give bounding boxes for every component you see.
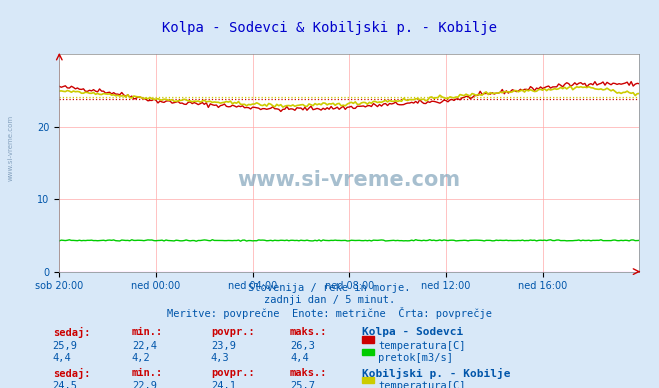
Text: maks.:: maks.: [290,327,328,337]
Text: 4,4: 4,4 [53,353,71,363]
Text: Kolpa - Sodevci: Kolpa - Sodevci [362,327,464,337]
Text: maks.:: maks.: [290,368,328,378]
Text: povpr.:: povpr.: [211,368,254,378]
Text: 4,4: 4,4 [290,353,308,363]
Text: 22,4: 22,4 [132,341,157,351]
Text: 22,9: 22,9 [132,381,157,388]
Text: min.:: min.: [132,327,163,337]
Text: 25,9: 25,9 [53,341,78,351]
Text: Slovenija / reke in morje.: Slovenija / reke in morje. [248,283,411,293]
Text: 24,1: 24,1 [211,381,236,388]
Text: sedaj:: sedaj: [53,327,90,338]
Text: Kolpa - Sodevci & Kobiljski p. - Kobilje: Kolpa - Sodevci & Kobiljski p. - Kobilje [162,21,497,35]
Text: sedaj:: sedaj: [53,368,90,379]
Text: www.si-vreme.com: www.si-vreme.com [238,170,461,191]
Text: 4,2: 4,2 [132,353,150,363]
Text: Kobiljski p. - Kobilje: Kobiljski p. - Kobilje [362,368,511,379]
Text: 24,5: 24,5 [53,381,78,388]
Text: temperatura[C]: temperatura[C] [378,381,466,388]
Text: Meritve: povprečne  Enote: metrične  Črta: povprečje: Meritve: povprečne Enote: metrične Črta:… [167,307,492,319]
Text: 26,3: 26,3 [290,341,315,351]
Text: temperatura[C]: temperatura[C] [378,341,466,351]
Text: 4,3: 4,3 [211,353,229,363]
Text: 25,7: 25,7 [290,381,315,388]
Text: www.si-vreme.com: www.si-vreme.com [8,114,14,180]
Text: 23,9: 23,9 [211,341,236,351]
Text: pretok[m3/s]: pretok[m3/s] [378,353,453,363]
Text: zadnji dan / 5 minut.: zadnji dan / 5 minut. [264,295,395,305]
Text: min.:: min.: [132,368,163,378]
Text: povpr.:: povpr.: [211,327,254,337]
